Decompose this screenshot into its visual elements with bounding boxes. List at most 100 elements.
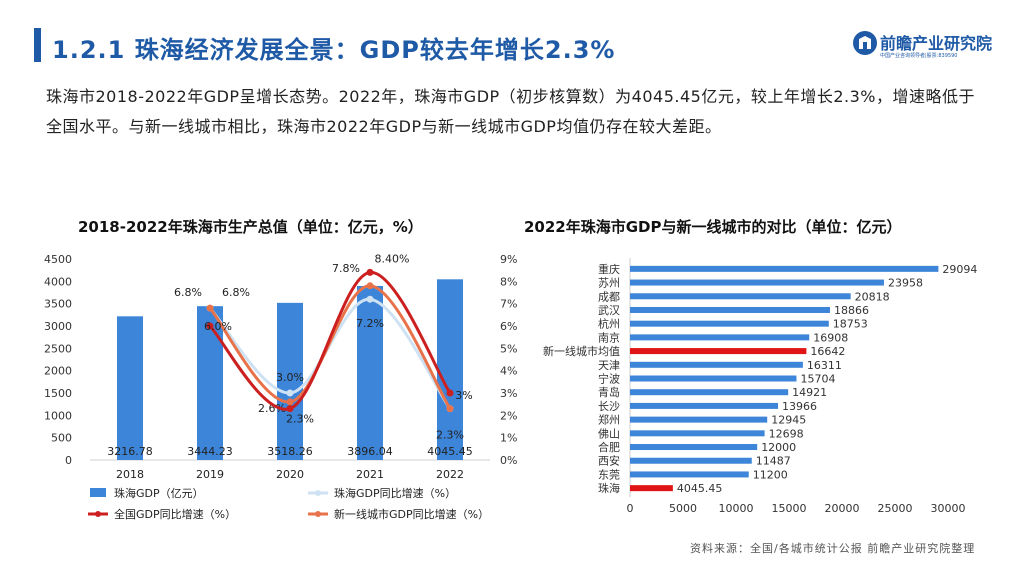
comparison-value-label: 14921 xyxy=(792,386,827,399)
logo-mark-icon xyxy=(853,31,877,55)
comparison-bar xyxy=(630,375,797,382)
comparison-bar xyxy=(630,293,851,300)
y-tick-label: 500 xyxy=(51,432,72,445)
logo-subtitle: 中国产业咨询领导者|股票:839590 xyxy=(880,53,958,59)
legend-swatch-dot xyxy=(315,490,321,496)
x-tick-label: 20000 xyxy=(825,502,860,515)
yoy-data-label: 2.3% xyxy=(436,429,464,442)
y-tick-label: 2500 xyxy=(44,342,72,355)
national-point xyxy=(286,405,294,413)
gdp-bar xyxy=(117,316,143,460)
y2-tick-label: 9% xyxy=(500,253,517,266)
comparison-category-label: 武汉 xyxy=(598,304,620,317)
comparison-category-label: 青岛 xyxy=(598,385,620,399)
comparison-category-label: 郑州 xyxy=(598,413,620,427)
comparison-bar xyxy=(630,320,829,327)
x-tick-label: 2020 xyxy=(276,468,304,481)
newtier-point xyxy=(206,304,214,312)
comparison-value-label: 12945 xyxy=(771,414,806,427)
x-tick-label: 25000 xyxy=(878,502,913,515)
y2-tick-label: 8% xyxy=(500,275,517,288)
yoy-point xyxy=(366,295,374,303)
comparison-bar xyxy=(630,361,803,368)
legend-label: 新一线城市GDP同比增速（%） xyxy=(334,507,489,521)
y2-tick-label: 4% xyxy=(500,365,517,378)
newtier-data-label: 6.8% xyxy=(222,286,250,299)
brand-logo: 前瞻产业研究院 中国产业咨询领导者|股票:839590 xyxy=(852,28,1002,64)
comparison-bar xyxy=(630,348,807,355)
comparison-bar xyxy=(630,402,779,409)
comparison-category-label: 西安 xyxy=(598,454,620,468)
comparison-value-label: 11487 xyxy=(756,455,791,468)
newtier-line xyxy=(208,284,452,410)
comparison-category-label: 天津 xyxy=(598,359,620,372)
comparison-bar xyxy=(630,334,810,341)
legend-label: 全国GDP同比增速（%） xyxy=(114,507,236,521)
lead-paragraph: 珠海市2018-2022年GDP呈增长态势。2022年，珠海市GDP（初步核算数… xyxy=(46,87,975,136)
yoy-data-label: 7.2% xyxy=(356,317,384,330)
comparison-value-label: 15704 xyxy=(800,373,835,386)
y2-tick-label: 3% xyxy=(500,387,517,400)
x-tick-label: 2018 xyxy=(116,468,144,481)
comparison-value-label: 11200 xyxy=(753,468,788,481)
y2-tick-label: 0% xyxy=(500,454,517,467)
comparison-bar xyxy=(630,430,765,437)
title-accent-bar xyxy=(34,28,41,62)
source-note: 资料来源：全国/各城市统计公报 前瞻产业研究院整理 xyxy=(690,542,976,555)
national-point xyxy=(366,268,374,276)
comparison-bar xyxy=(630,457,752,464)
y-tick-label: 3500 xyxy=(44,298,72,311)
comparison-bar xyxy=(630,306,830,313)
comparison-category-label: 成都 xyxy=(598,290,620,303)
comparison-category-label: 杭州 xyxy=(598,317,620,331)
comparison-value-label: 16908 xyxy=(813,331,848,344)
comparison-category-label: 新一线城市均值 xyxy=(543,344,620,358)
x-tick-label: 0 xyxy=(627,502,634,515)
yoy-point xyxy=(286,389,294,397)
y-tick-label: 3000 xyxy=(44,320,72,333)
comparison-value-label: 16642 xyxy=(810,345,845,358)
yoy-data-label: 3.0% xyxy=(276,371,304,384)
comparison-category-label: 佛山 xyxy=(598,427,620,440)
yoy-data-label: 6.8% xyxy=(174,286,202,299)
gdp-bar xyxy=(277,302,303,460)
page-title: 1.2.1 珠海经济发展全景：GDP较去年增长2.3% xyxy=(52,36,616,64)
gdp-bar-value-label: 4045.45 xyxy=(427,445,473,458)
national-data-label: 8.40% xyxy=(375,252,410,265)
comparison-value-label: 18866 xyxy=(834,304,869,317)
newtier-point xyxy=(366,282,374,290)
comparison-bar xyxy=(630,444,758,451)
gdp-bar xyxy=(197,306,223,460)
comparison-value-label: 23958 xyxy=(888,277,923,290)
national-data-label: 2.3% xyxy=(286,413,314,426)
y-tick-label: 0 xyxy=(65,454,72,467)
legend-swatch-dot xyxy=(95,511,101,517)
legend-label: 珠海GDP同比增速（%） xyxy=(334,486,456,500)
y-tick-label: 2000 xyxy=(44,365,72,378)
x-tick-label: 30000 xyxy=(931,502,966,515)
comparison-category-label: 合肥 xyxy=(598,440,620,454)
x-tick-label: 15000 xyxy=(772,502,807,515)
gdp-bar-value-label: 3896.04 xyxy=(347,445,393,458)
legend-swatch xyxy=(90,488,106,497)
comparison-category-label: 珠海 xyxy=(598,481,620,495)
y2-tick-label: 5% xyxy=(500,342,517,355)
comparison-category-label: 长沙 xyxy=(598,400,620,413)
gdp-bar-value-label: 3444.23 xyxy=(187,445,233,458)
y-tick-label: 1000 xyxy=(44,409,72,422)
comparison-value-label: 12000 xyxy=(761,441,796,454)
comparison-category-label: 苏州 xyxy=(598,277,620,290)
legend-label: 珠海GDP（亿元） xyxy=(114,486,204,500)
y2-tick-label: 1% xyxy=(500,432,517,445)
y-tick-label: 4500 xyxy=(44,253,72,266)
newtier-point xyxy=(446,405,454,413)
comparison-category-label: 南京 xyxy=(598,330,620,344)
x-tick-label: 2021 xyxy=(356,468,384,481)
comparison-bar xyxy=(630,389,789,396)
y2-tick-label: 2% xyxy=(500,409,517,422)
comparison-bar xyxy=(630,279,884,286)
x-tick-label: 2022 xyxy=(436,468,464,481)
comparison-bar xyxy=(630,265,939,272)
national-data-label: 6.0% xyxy=(204,320,232,333)
